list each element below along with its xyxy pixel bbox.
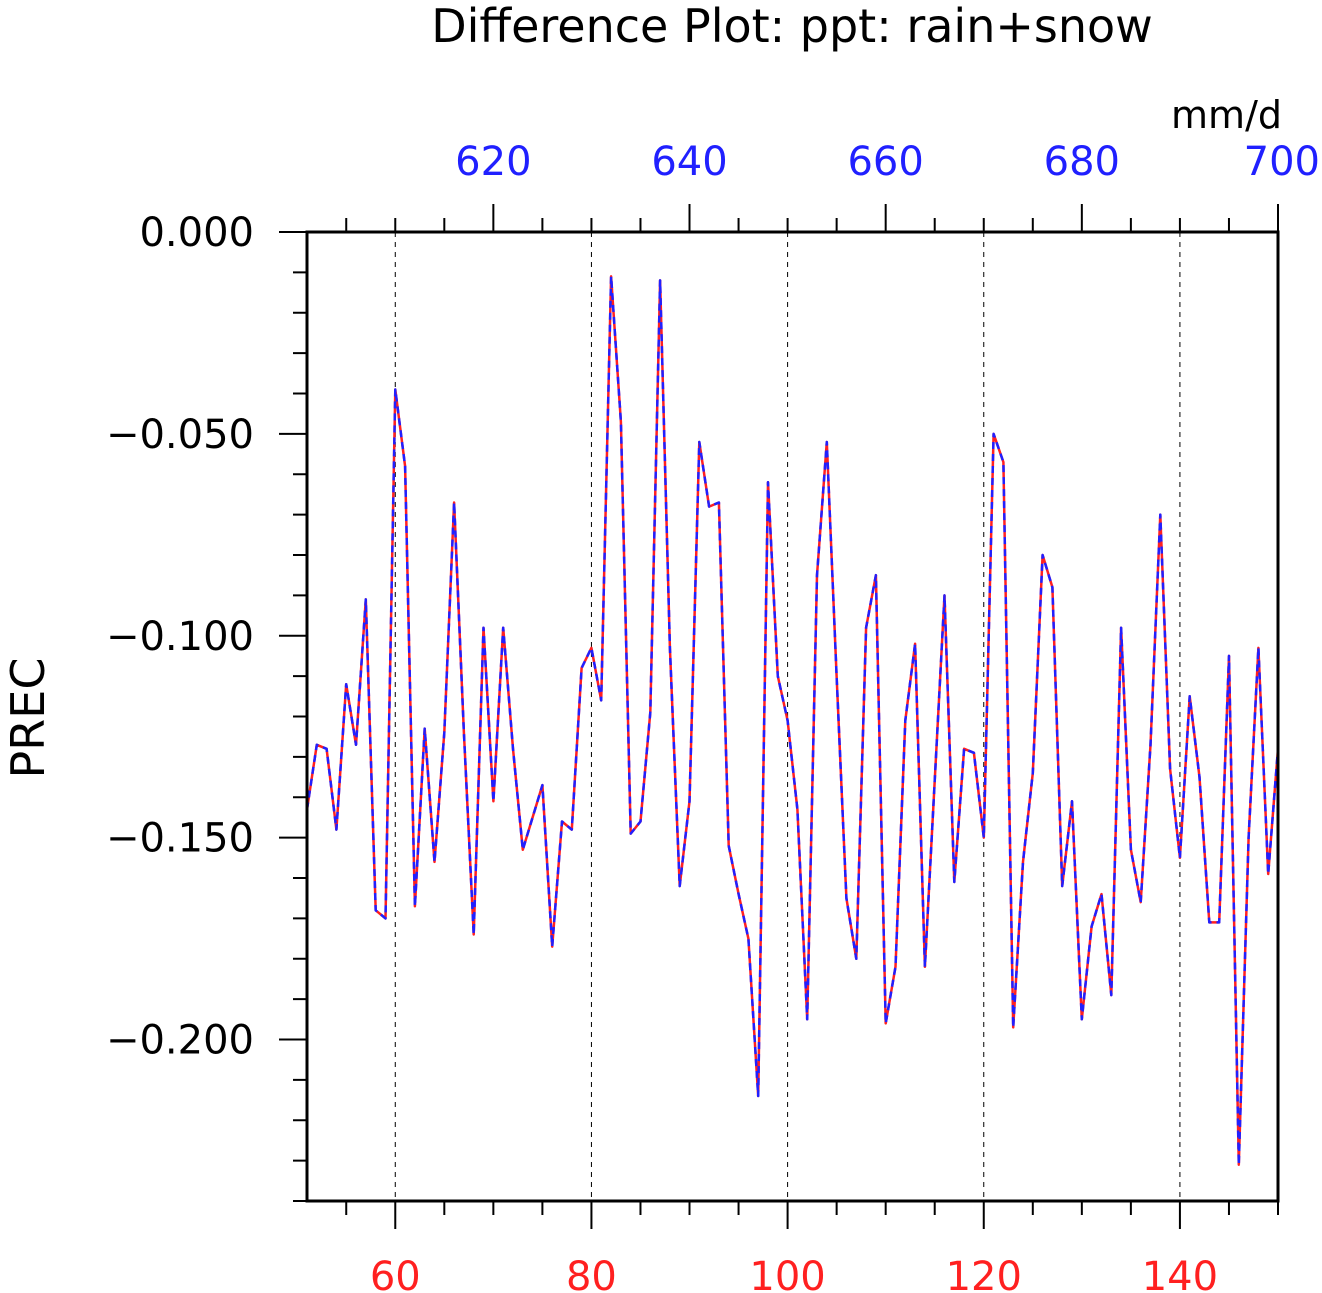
y-tick-label: −0.150 <box>106 816 254 862</box>
x-tick-label: 60 <box>370 1254 421 1293</box>
y-tick-label: −0.050 <box>106 412 254 458</box>
tick-labels: 60 80 100 120 140 620 640 660 680 700 0.000 −0.050 −… <box>106 139 1320 1293</box>
top-tick-label: 620 <box>455 139 531 185</box>
x-tick-label: 80 <box>566 1254 617 1293</box>
x-tick-label: 100 <box>749 1254 825 1293</box>
chart-title: Difference Plot: ppt: rain+snow <box>431 0 1153 53</box>
plot-frame <box>305 230 1280 1203</box>
units-label: mm/d <box>1171 93 1282 137</box>
axis-ticks <box>279 204 1279 1229</box>
y-tick-label: −0.200 <box>106 1018 254 1064</box>
top-tick-label: 700 <box>1244 139 1320 185</box>
series-line-dashed <box>305 275 1280 1166</box>
x-tick-label: 120 <box>946 1254 1022 1293</box>
top-tick-label: 660 <box>847 139 923 185</box>
y-tick-label: 0.000 <box>139 210 254 256</box>
y-tick-label: −0.100 <box>106 614 254 660</box>
plot-series <box>305 275 1280 1166</box>
series-line-solid <box>305 275 1280 1166</box>
y-axis-label: PREC <box>1 658 55 779</box>
top-tick-label: 680 <box>1044 139 1120 185</box>
top-tick-label: 640 <box>651 139 727 185</box>
x-tick-label: 140 <box>1142 1254 1218 1293</box>
